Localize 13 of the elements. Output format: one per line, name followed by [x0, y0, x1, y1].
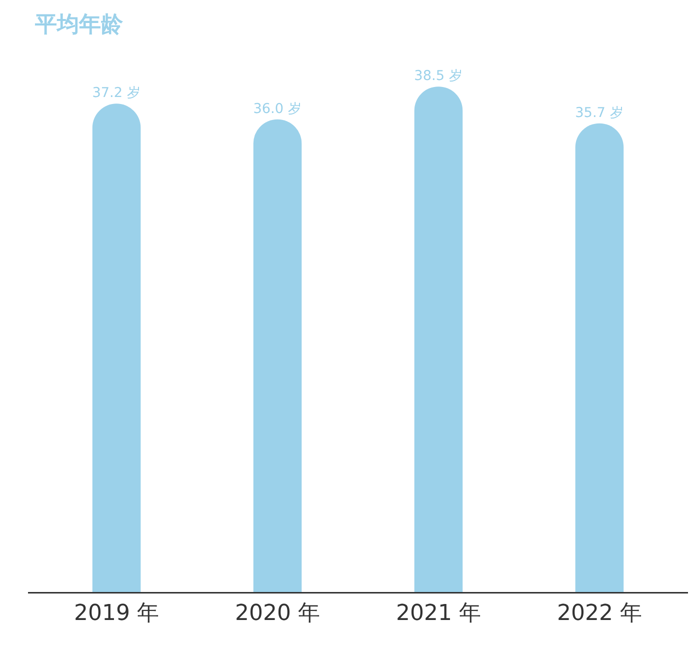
bar — [253, 119, 302, 592]
data-label: 36.0 岁 — [253, 100, 302, 117]
data-label: 38.5 岁 — [414, 68, 463, 84]
x-tick-label: 2021 年 — [396, 600, 481, 626]
x-tick-label: 2020 年 — [235, 600, 320, 626]
data-label: 37.2 岁 — [92, 85, 141, 102]
bar — [575, 123, 624, 592]
x-tick-label: 2019 年 — [74, 600, 160, 626]
chart-title: 平均年龄 — [34, 12, 124, 38]
data-label: 35.7 岁 — [575, 104, 624, 121]
x-tick-label: 2022 年 — [556, 600, 642, 626]
bar — [92, 104, 141, 592]
bar — [414, 86, 463, 592]
